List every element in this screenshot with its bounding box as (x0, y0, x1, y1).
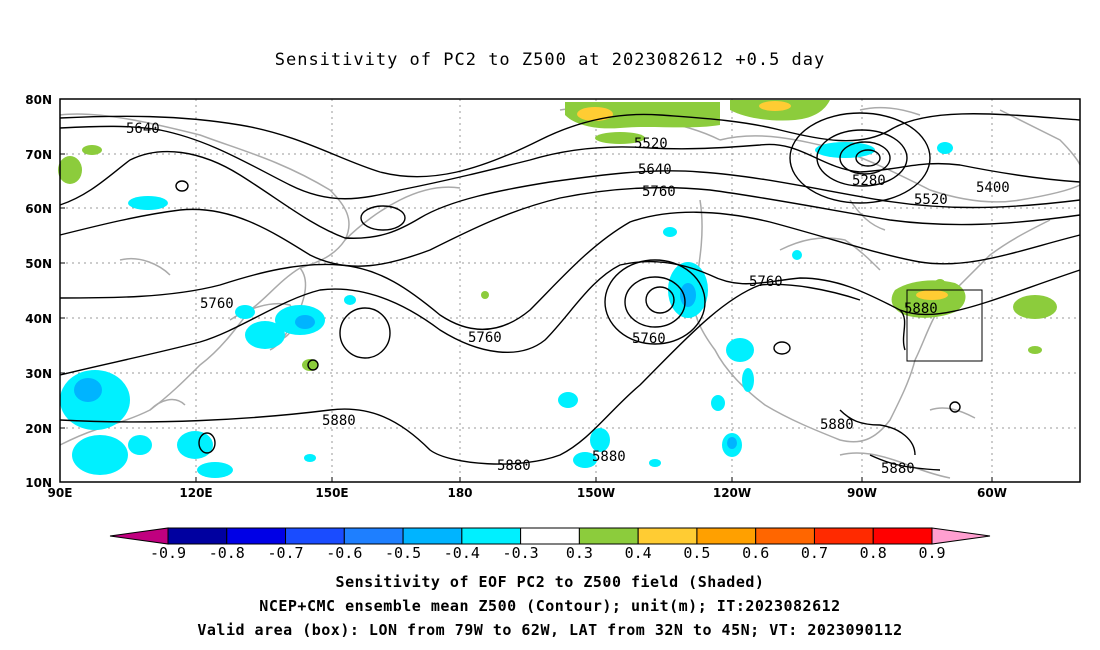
colorbar-label: -0.5 (385, 544, 421, 562)
colorbar-segment (167, 527, 228, 545)
colorbar-segment (520, 527, 580, 545)
colorbar-segment (813, 527, 874, 545)
contour-label: 5760 (632, 331, 666, 347)
contour-label: 5880 (592, 449, 626, 465)
colorbar-label: -0.3 (503, 544, 539, 562)
colorbar-left-arrow (109, 527, 169, 545)
lat-label: 20N (25, 422, 52, 436)
colorbar-label: 0.7 (801, 544, 828, 562)
contour-label: 5520 (914, 192, 948, 208)
caption-line-3: Valid area (box): LON from 79W to 62W, L… (197, 621, 903, 639)
longitude-labels: 90E 120E 150E 180 150W 120W 90W 60W (48, 486, 1007, 500)
colorbar-label: -0.7 (267, 544, 303, 562)
colorbar-label: -0.6 (326, 544, 362, 562)
colorbar-label: 0.9 (918, 544, 945, 562)
colorbar-label: 0.3 (566, 544, 593, 562)
colorbar-right-arrow (931, 527, 991, 545)
colorbar-label: 0.8 (860, 544, 887, 562)
lon-label: 180 (447, 486, 472, 500)
caption-line-2: NCEP+CMC ensemble mean Z500 (Contour); u… (259, 597, 841, 615)
colorbar-segment (637, 527, 698, 545)
colorbar: -0.9 -0.8 -0.7 -0.6 -0.5 -0.4 -0.3 0.3 0.4 0.5 0.6… (109, 527, 991, 562)
plot-frame (59, 98, 1081, 483)
colorbar-segment (872, 527, 933, 545)
valid-area-box (906, 289, 983, 362)
colorbar-label: 0.5 (683, 544, 710, 562)
colorbar-label: -0.8 (209, 544, 245, 562)
tick-marks (59, 98, 993, 483)
lon-label: 60W (977, 486, 1007, 500)
lon-label: 90W (847, 486, 877, 500)
contour-labels: 5640 5520 5640 5760 5280 5400 5520 5760 … (126, 121, 1010, 477)
contour-label: 5280 (852, 173, 886, 189)
caption-line-1: Sensitivity of EOF PC2 to Z500 field (Sh… (335, 573, 765, 591)
contour-label: 5880 (322, 413, 356, 429)
colorbar-label: -0.4 (444, 544, 480, 562)
colorbar-segment (578, 527, 639, 545)
colorbar-segment (696, 527, 757, 545)
contour-label: 5400 (976, 180, 1010, 196)
colorbar-segment (402, 527, 463, 545)
colorbar-label: 0.6 (742, 544, 769, 562)
contour-label: 5880 (820, 417, 854, 433)
lat-label: 70N (25, 148, 52, 162)
contour-label: 5880 (497, 458, 531, 474)
lat-label: 80N (25, 93, 52, 107)
contour-label: 5760 (642, 184, 676, 200)
colorbar-segment (461, 527, 522, 545)
map-title: Sensitivity of PC2 to Z500 at 2023082612… (274, 50, 826, 70)
lon-label: 120E (179, 486, 212, 500)
contour-label: 5760 (468, 330, 502, 346)
contour-label: 5760 (749, 274, 783, 290)
lon-label: 120W (713, 486, 751, 500)
colorbar-label: -0.9 (150, 544, 186, 562)
colorbar-segment (755, 527, 815, 545)
lon-label: 90E (48, 486, 73, 500)
lat-label: 60N (25, 202, 52, 216)
lon-label: 150W (577, 486, 615, 500)
contour-label: 5880 (881, 461, 915, 477)
contour-label: 5640 (126, 121, 160, 137)
grid-lines (60, 99, 1080, 482)
colorbar-segment (343, 527, 404, 545)
contour-label: 5520 (634, 136, 668, 152)
lat-label: 40N (25, 312, 52, 326)
lat-label: 30N (25, 367, 52, 381)
colorbar-segment (226, 527, 287, 545)
contour-label: 5640 (638, 162, 672, 178)
lat-label: 50N (25, 257, 52, 271)
colorbar-segment (285, 527, 345, 545)
lon-label: 150E (315, 486, 348, 500)
latitude-labels: 80N 70N 60N 50N 40N 30N 20N 10N (25, 93, 52, 490)
contour-label: 5880 (904, 301, 938, 317)
z500-contours (59, 112, 1081, 471)
lat-label: 10N (25, 476, 52, 490)
colorbar-label: 0.4 (625, 544, 652, 562)
contour-label: 5760 (200, 296, 234, 312)
